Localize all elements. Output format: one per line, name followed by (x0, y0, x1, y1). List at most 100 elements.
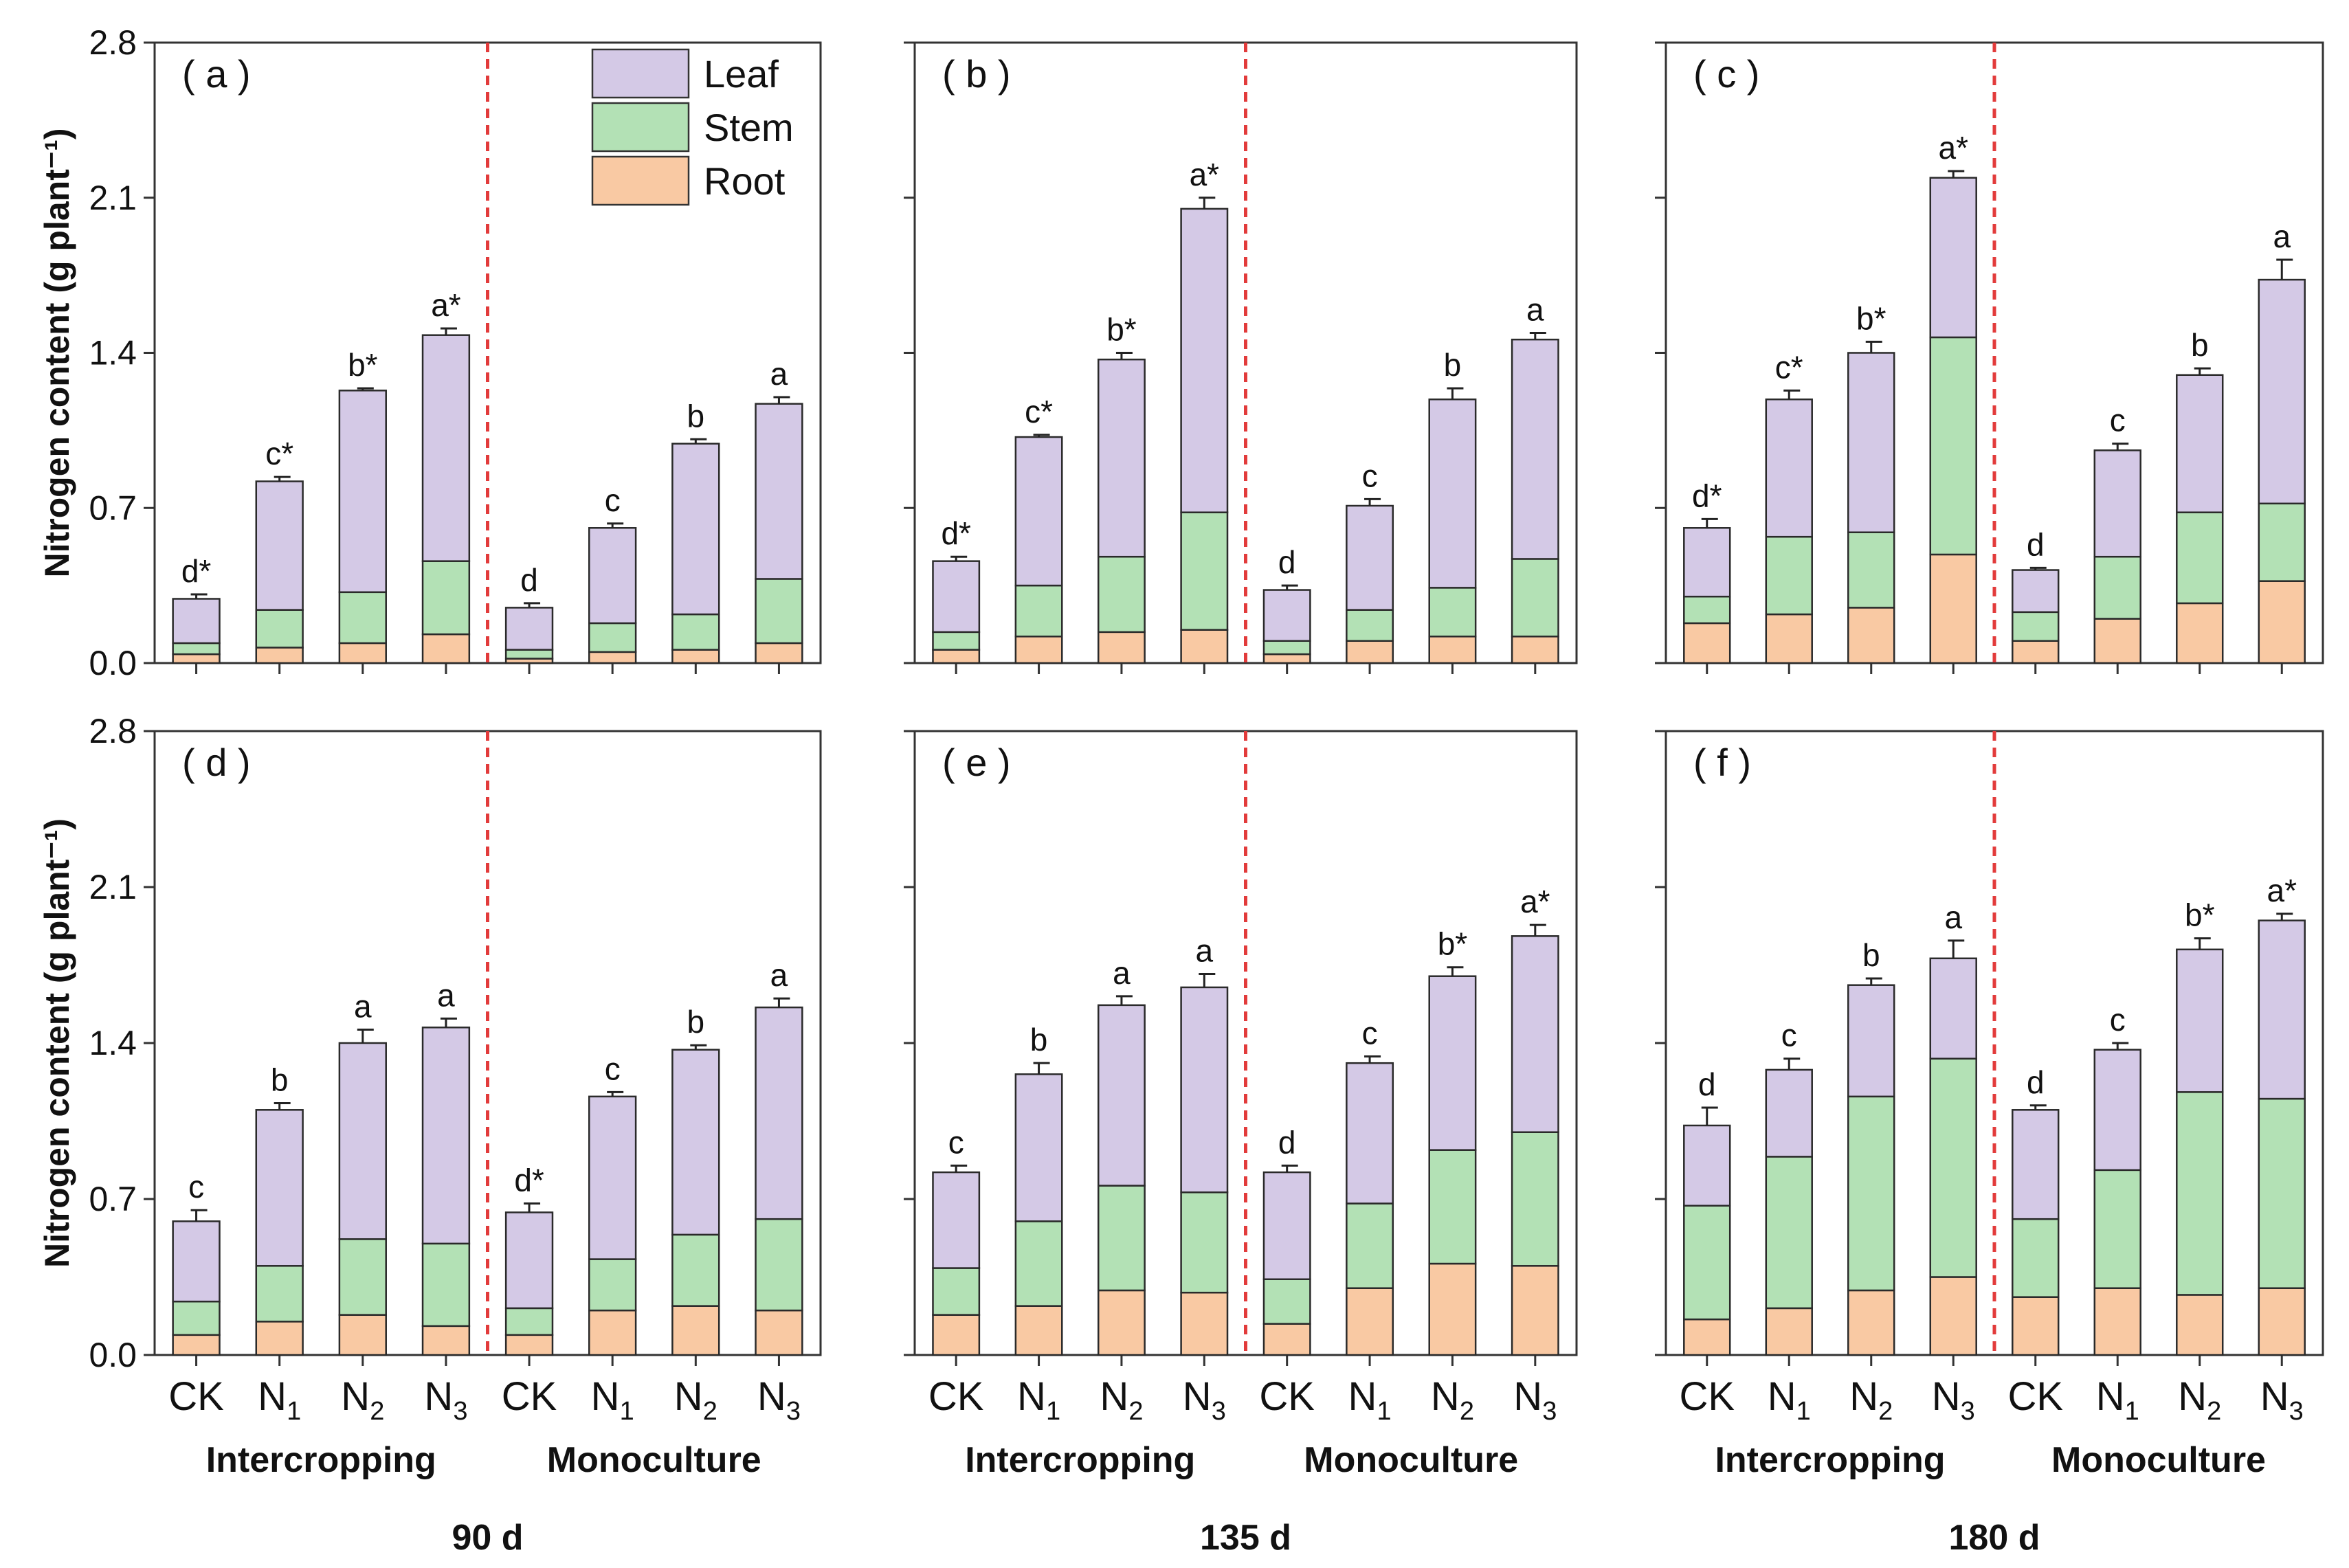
panel-label: ( c ) (1693, 52, 1759, 96)
panel-label: ( a ) (182, 52, 251, 96)
x-category-label: N3 (1183, 1374, 1226, 1426)
bar-leaf-segment (1847, 984, 1895, 1098)
bar-leaf-segment (172, 598, 221, 645)
legend-label-leaf: Leaf (704, 52, 779, 96)
bar-root-segment (671, 649, 720, 664)
legend-label-root: Root (704, 159, 786, 203)
bar-root-segment (1683, 1318, 1731, 1356)
bar-leaf-segment (671, 443, 720, 616)
bar-root-segment (2093, 618, 2141, 664)
bar-root-segment (755, 642, 803, 664)
y-tick-label: 2.1 (89, 868, 137, 906)
bar-stem-segment (1097, 555, 1146, 634)
bar-stem-segment (2012, 611, 2060, 642)
bar-leaf-segment (1511, 338, 1559, 560)
bar-leaf-segment (255, 1109, 304, 1267)
bar-leaf-segment (338, 390, 387, 594)
bar-root-segment (1929, 553, 1977, 664)
bar-leaf-segment (588, 527, 637, 625)
bar-leaf-segment (172, 1220, 221, 1303)
bar-root-segment (2093, 1287, 2141, 1356)
bar-leaf-segment (255, 480, 304, 611)
bar-stem-segment (1346, 1202, 1394, 1289)
significance-label: d (1278, 1124, 1296, 1160)
significance-label: b* (1438, 926, 1468, 962)
x-category-subscript: 1 (1377, 1397, 1391, 1426)
significance-label: c* (1025, 394, 1053, 429)
bar-leaf-segment (932, 1171, 981, 1269)
bar-leaf-segment (932, 560, 981, 634)
x-category-subscript: 3 (2289, 1397, 2304, 1426)
group-label: Intercropping (206, 1440, 436, 1480)
panel-5: c CK b N1 a N2 a N3 d CK c N1 b* N2 a* N3 ( e ) Intercrop… (904, 730, 1578, 1558)
x-category-label: N3 (757, 1374, 801, 1426)
bar-stem-segment (932, 1267, 981, 1316)
y-tick-label: 0.0 (89, 644, 137, 682)
x-category-subscript: 1 (1046, 1397, 1060, 1426)
bar-leaf-segment (2258, 278, 2306, 505)
bar-stem-segment (1511, 558, 1559, 638)
x-category-subscript: 3 (453, 1397, 467, 1426)
bar-root-segment (1511, 1265, 1559, 1356)
significance-label: c* (1775, 349, 1803, 385)
bar-root-segment (1428, 636, 1477, 664)
bar-root-segment (1346, 1287, 1394, 1356)
x-category-label: N2 (674, 1374, 717, 1426)
significance-label: a* (1939, 130, 1969, 166)
bar-stem-segment (1180, 511, 1229, 631)
bar-root-segment (1428, 1262, 1477, 1356)
significance-label: c (1781, 1018, 1797, 1053)
bar-stem-segment (1428, 587, 1477, 638)
bar-stem-segment (2176, 511, 2224, 605)
significance-label: c (2110, 403, 2126, 438)
x-category-label: N2 (341, 1374, 384, 1426)
bar-root-segment (932, 1314, 981, 1356)
x-category-label: N3 (1932, 1374, 1975, 1426)
panel-3: d* c* b* a* d c b a ( c ) (1655, 41, 2324, 674)
bar-leaf-segment (1765, 398, 1813, 538)
significance-label: c (2110, 1002, 2126, 1038)
bar-root-segment (1097, 1289, 1146, 1356)
x-category-subscript: 1 (1796, 1397, 1811, 1426)
bar-leaf-segment (755, 403, 803, 580)
bar-root-segment (1847, 607, 1895, 664)
time-label: 135 d (1200, 1518, 1291, 1558)
y-tick-label: 0.7 (89, 1180, 137, 1218)
significance-label: d* (941, 515, 971, 551)
bar-stem-segment (421, 1242, 471, 1328)
bar-leaf-segment (1180, 986, 1229, 1194)
x-category-label: CK (168, 1374, 224, 1419)
x-category-label: CK (1679, 1374, 1735, 1419)
bar-stem-segment (1180, 1191, 1229, 1294)
x-category-label: N3 (2260, 1374, 2304, 1426)
bar-stem-segment (255, 1265, 304, 1323)
bar-leaf-segment (2093, 449, 2141, 558)
x-category-label: N3 (1513, 1374, 1557, 1426)
legend: Leaf Stem Root (591, 48, 794, 206)
bar-root-segment (755, 1309, 803, 1356)
significance-label: a (2273, 219, 2291, 254)
y-axis-title: Nitrogen content (g plant⁻¹) (38, 128, 76, 577)
bar-root-segment (421, 633, 471, 664)
x-category-label: N1 (591, 1374, 634, 1426)
bar-stem-segment (755, 578, 803, 645)
bar-stem-segment (504, 1307, 554, 1336)
x-category-label: N2 (1849, 1374, 1893, 1426)
x-category-label: N1 (258, 1374, 301, 1426)
significance-label: d* (181, 553, 212, 589)
panel-label: ( b ) (942, 52, 1011, 96)
significance-label: b (687, 1004, 705, 1040)
bar-stem-segment (1097, 1185, 1146, 1292)
bar-root-segment (932, 649, 981, 664)
bar-leaf-segment (338, 1042, 387, 1240)
bar-root-segment (1097, 631, 1146, 664)
significance-label: d (1278, 544, 1296, 580)
panel-1: 0.0 0.7 1.4 2.1 2.8 d* c* b* a* d c b a ( a ) (89, 23, 822, 682)
bar-root-segment (172, 1334, 221, 1356)
bar-root-segment (1511, 636, 1559, 664)
bar-stem-segment (1511, 1131, 1559, 1267)
bar-leaf-segment (1346, 1062, 1394, 1205)
x-category-label: N2 (1431, 1374, 1474, 1426)
bar-root-segment (1180, 629, 1229, 664)
